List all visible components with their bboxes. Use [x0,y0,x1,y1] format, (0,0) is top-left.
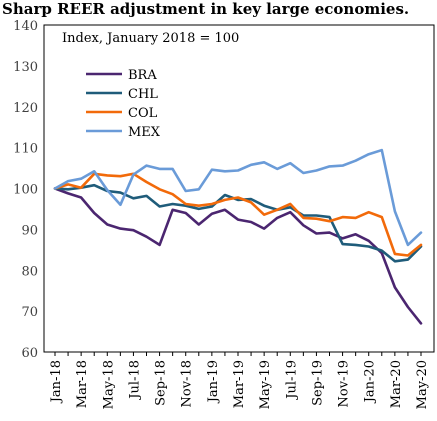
x-tick-label: Jan-18 [49,360,64,404]
plot-frame [43,24,435,353]
y-tick-label: 80 [21,264,38,279]
x-tick-label: Mar-18 [75,360,90,408]
series-line-mex [53,148,423,247]
series-line-col [53,172,423,257]
chart-subtitle: Index, January 2018 = 100 [62,31,239,46]
x-axis-labels: Jan-18 Mar-18 May-18 Jul-18 Sep-18 Nov-18 Jan-… [49,360,430,409]
x-tick-label: Sep-19 [310,360,325,406]
series-line-chl [53,183,423,263]
legend-label-bra: BRA [128,68,157,83]
y-tick-label: 100 [13,183,38,198]
chart-title: Sharp REER adjustment in key large econo… [2,0,410,18]
x-tick-label: Mar-20 [389,360,404,408]
series-lines [53,148,423,325]
legend: BRA CHL COL MEX [86,68,161,140]
x-tick-label: May-20 [415,360,430,409]
legend-label-col: COL [128,106,158,121]
x-tick-label: Jul-18 [127,360,142,401]
y-tick-label: 110 [13,142,38,157]
y-tick-label: 70 [21,305,38,320]
x-tick-label: Jul-19 [284,360,299,401]
y-tick-label: 120 [13,101,38,116]
legend-label-mex: MEX [128,125,161,140]
series-line-bra [53,187,423,325]
x-tick-label: Nov-19 [337,360,352,407]
x-tick-label: Mar-19 [232,360,247,408]
x-tick-label: Sep-18 [154,360,169,406]
x-tick-label: May-18 [101,360,116,409]
x-axis-ticks [54,352,422,356]
y-tick-label: 90 [21,223,38,238]
x-tick-label: Nov-18 [180,360,195,407]
x-tick-label: Jan-19 [206,360,221,404]
y-tick-label: 60 [21,346,38,361]
legend-label-chl: CHL [128,87,158,102]
x-tick-label: May-19 [258,360,273,409]
y-axis-labels: 60 70 80 90 100 110 120 130 140 [13,19,38,361]
y-tick-label: 140 [13,19,38,34]
x-tick-label: Jan-20 [363,360,378,404]
y-tick-label: 130 [13,60,38,75]
